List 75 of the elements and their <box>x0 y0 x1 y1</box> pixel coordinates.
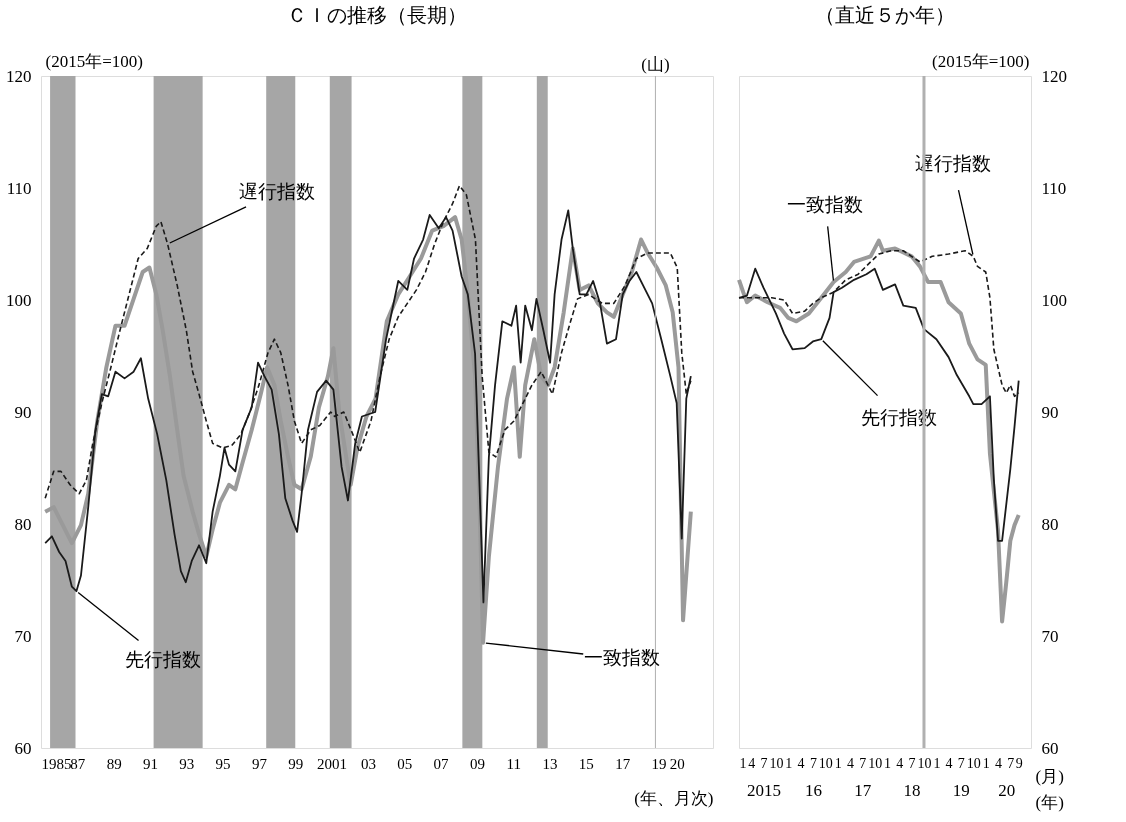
y-tick-label: 100 <box>6 290 32 310</box>
x-tick-label: 1 <box>982 755 990 771</box>
x-tick-label: 91 <box>142 755 158 772</box>
x-tick-label: 15 <box>578 755 594 772</box>
annotation: 一致指数 <box>584 647 661 669</box>
annotation: 先行指数 <box>124 648 201 670</box>
x-tick-label: 7 <box>809 755 817 771</box>
y-tick-label: 60 <box>1041 738 1059 758</box>
x-tick-label: 1 <box>739 755 747 771</box>
x2-axis-title: (年) <box>1035 792 1064 812</box>
x-tick-label: 10 <box>966 755 981 771</box>
x-tick-label: 1 <box>785 755 793 771</box>
x-axis-title: (月) <box>1035 766 1064 786</box>
y-tick-label: 70 <box>14 626 32 646</box>
x2-tick-label: 19 <box>952 780 970 800</box>
y-tick-label: 80 <box>1041 514 1059 534</box>
x-tick-label: 7 <box>1007 755 1015 771</box>
x-tick-label: 13 <box>542 755 558 772</box>
x-tick-label: 20 <box>669 755 685 772</box>
x-tick-label: 4 <box>748 755 756 771</box>
x2-tick-label: 17 <box>854 780 872 800</box>
x-tick-label: 1 <box>884 755 892 771</box>
x-tick-label: 4 <box>797 755 805 771</box>
x-tick-label: 7 <box>859 755 867 771</box>
x-tick-label: 87 <box>70 755 86 772</box>
y-tick-label: 120 <box>1041 66 1067 86</box>
x2-tick-label: 20 <box>998 780 1016 800</box>
y-tick-label: 80 <box>14 514 32 534</box>
x-tick-label: 19 <box>651 755 667 772</box>
chart-title: （直近５か年） <box>815 4 955 26</box>
x-tick-label: 4 <box>945 755 953 771</box>
ref-line-label: (山) <box>641 55 670 74</box>
x-tick-label: 4 <box>995 755 1003 771</box>
y-tick-label: 90 <box>14 402 32 422</box>
x2-tick-label: 16 <box>804 780 822 800</box>
x-tick-label: 93 <box>179 755 195 772</box>
x-tick-label: 7 <box>908 755 916 771</box>
y-axis-title: (2015年=100) <box>932 51 1030 71</box>
annotation: 遅行指数 <box>238 181 315 203</box>
x2-tick-label: 18 <box>903 780 921 800</box>
y-axis-title: (2015年=100) <box>45 51 143 71</box>
x-tick-label: 10 <box>868 755 883 771</box>
x-tick-label: 2001 <box>317 755 348 772</box>
x-tick-label: 11 <box>506 755 521 772</box>
x-tick-label: 03 <box>360 755 376 772</box>
x-tick-label: 4 <box>896 755 904 771</box>
annotation: 一致指数 <box>787 193 864 215</box>
x2-tick-label: 2015 <box>746 780 781 800</box>
x-tick-label: 7 <box>760 755 768 771</box>
x-tick-label: 10 <box>769 755 784 771</box>
x-tick-label: 10 <box>917 755 932 771</box>
x-tick-label: 17 <box>615 755 631 772</box>
y-tick-label: 110 <box>1041 178 1067 198</box>
y-tick-label: 60 <box>14 738 32 758</box>
x-tick-label: 1 <box>933 755 941 771</box>
x-tick-label: 7 <box>957 755 965 771</box>
y-tick-label: 110 <box>6 178 32 198</box>
x-tick-label: 1985 <box>41 755 72 772</box>
x-tick-label: 4 <box>846 755 854 771</box>
chart-title: ＣＩの推移（長期） <box>287 4 467 26</box>
x-tick-label: 05 <box>397 755 413 772</box>
x-tick-label: 1 <box>834 755 842 771</box>
y-tick-label: 70 <box>1041 626 1059 646</box>
x-tick-label: 09 <box>469 755 485 772</box>
x-tick-label: 07 <box>433 755 450 772</box>
x-tick-label: 89 <box>106 755 122 772</box>
y-tick-label: 90 <box>1041 402 1059 422</box>
x-tick-label: 9 <box>1015 755 1023 771</box>
x-tick-label: 10 <box>818 755 833 771</box>
y-tick-label: 100 <box>1041 290 1067 310</box>
x-tick-label: 99 <box>288 755 304 772</box>
x-tick-label: 97 <box>251 755 268 772</box>
x-axis-title: (年、月次) <box>634 788 714 808</box>
x-tick-label: 95 <box>215 755 231 772</box>
y-tick-label: 120 <box>6 66 32 86</box>
